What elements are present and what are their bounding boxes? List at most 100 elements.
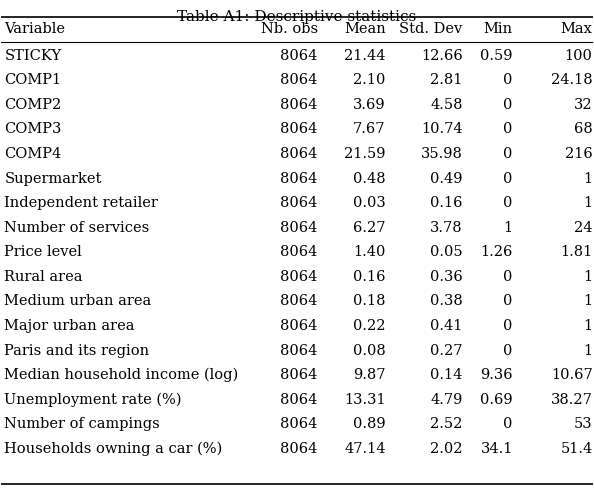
Text: 21.59: 21.59 — [344, 147, 386, 161]
Text: 1: 1 — [583, 196, 593, 210]
Text: 0: 0 — [504, 294, 513, 308]
Text: Variable: Variable — [4, 22, 65, 36]
Text: 8064: 8064 — [280, 294, 318, 308]
Text: 8064: 8064 — [280, 343, 318, 357]
Text: 0.08: 0.08 — [353, 343, 386, 357]
Text: 0: 0 — [504, 147, 513, 161]
Text: 0.27: 0.27 — [430, 343, 463, 357]
Text: Table A1: Descriptive statistics: Table A1: Descriptive statistics — [178, 10, 416, 24]
Text: 0: 0 — [504, 416, 513, 430]
Text: COMP2: COMP2 — [4, 98, 62, 112]
Text: 9.87: 9.87 — [353, 367, 386, 381]
Text: 1.81: 1.81 — [560, 245, 593, 259]
Text: 4.58: 4.58 — [430, 98, 463, 112]
Text: Unemployment rate (%): Unemployment rate (%) — [4, 392, 182, 406]
Text: Medium urban area: Medium urban area — [4, 294, 151, 308]
Text: 0.16: 0.16 — [353, 270, 386, 284]
Text: COMP1: COMP1 — [4, 73, 61, 87]
Text: 0.36: 0.36 — [430, 270, 463, 284]
Text: 8064: 8064 — [280, 147, 318, 161]
Text: COMP4: COMP4 — [4, 147, 62, 161]
Text: 8064: 8064 — [280, 73, 318, 87]
Text: 1.40: 1.40 — [353, 245, 386, 259]
Text: 8064: 8064 — [280, 122, 318, 136]
Text: 8064: 8064 — [280, 49, 318, 63]
Text: 1.26: 1.26 — [481, 245, 513, 259]
Text: 0.89: 0.89 — [353, 416, 386, 430]
Text: 0.18: 0.18 — [353, 294, 386, 308]
Text: Std. Dev: Std. Dev — [399, 22, 463, 36]
Text: Nb. obs: Nb. obs — [261, 22, 318, 36]
Text: 8064: 8064 — [280, 98, 318, 112]
Text: Price level: Price level — [4, 245, 82, 259]
Text: Paris and its region: Paris and its region — [4, 343, 150, 357]
Text: STICKY: STICKY — [4, 49, 62, 63]
Text: 0: 0 — [504, 73, 513, 87]
Text: 0: 0 — [504, 319, 513, 332]
Text: 6.27: 6.27 — [353, 220, 386, 234]
Text: 3.69: 3.69 — [353, 98, 386, 112]
Text: 100: 100 — [565, 49, 593, 63]
Text: 38.27: 38.27 — [551, 392, 593, 406]
Text: 0.03: 0.03 — [353, 196, 386, 210]
Text: 10.74: 10.74 — [421, 122, 463, 136]
Text: Households owning a car (%): Households owning a car (%) — [4, 441, 223, 455]
Text: 10.67: 10.67 — [551, 367, 593, 381]
Text: 0: 0 — [504, 270, 513, 284]
Text: 0.49: 0.49 — [430, 171, 463, 185]
Text: 2.02: 2.02 — [430, 441, 463, 455]
Text: 0.48: 0.48 — [353, 171, 386, 185]
Text: Rural area: Rural area — [4, 270, 83, 284]
Text: 0: 0 — [504, 122, 513, 136]
Text: Max: Max — [561, 22, 593, 36]
Text: 35.98: 35.98 — [421, 147, 463, 161]
Text: 0.59: 0.59 — [481, 49, 513, 63]
Text: 8064: 8064 — [280, 392, 318, 406]
Text: 0.41: 0.41 — [430, 319, 463, 332]
Text: COMP3: COMP3 — [4, 122, 62, 136]
Text: 2.81: 2.81 — [430, 73, 463, 87]
Text: 1: 1 — [583, 270, 593, 284]
Text: 0: 0 — [504, 171, 513, 185]
Text: 21.44: 21.44 — [344, 49, 386, 63]
Text: 13.31: 13.31 — [344, 392, 386, 406]
Text: 9.36: 9.36 — [480, 367, 513, 381]
Text: 0: 0 — [504, 98, 513, 112]
Text: 24: 24 — [574, 220, 593, 234]
Text: 47.14: 47.14 — [344, 441, 386, 455]
Text: 53: 53 — [574, 416, 593, 430]
Text: Min: Min — [484, 22, 513, 36]
Text: 2.10: 2.10 — [353, 73, 386, 87]
Text: 1: 1 — [583, 171, 593, 185]
Text: 0.05: 0.05 — [430, 245, 463, 259]
Text: 1: 1 — [583, 343, 593, 357]
Text: 51.4: 51.4 — [560, 441, 593, 455]
Text: Mean: Mean — [344, 22, 386, 36]
Text: 8064: 8064 — [280, 367, 318, 381]
Text: Independent retailer: Independent retailer — [4, 196, 158, 210]
Text: 0.14: 0.14 — [430, 367, 463, 381]
Text: 0: 0 — [504, 196, 513, 210]
Text: Median household income (log): Median household income (log) — [4, 367, 239, 382]
Text: Number of campings: Number of campings — [4, 416, 160, 430]
Text: 0: 0 — [504, 343, 513, 357]
Text: 4.79: 4.79 — [430, 392, 463, 406]
Text: 0.22: 0.22 — [353, 319, 386, 332]
Text: 8064: 8064 — [280, 171, 318, 185]
Text: 12.66: 12.66 — [421, 49, 463, 63]
Text: 1: 1 — [583, 294, 593, 308]
Text: Supermarket: Supermarket — [4, 171, 102, 185]
Text: 216: 216 — [565, 147, 593, 161]
Text: Major urban area: Major urban area — [4, 319, 135, 332]
Text: Number of services: Number of services — [4, 220, 150, 234]
Text: 8064: 8064 — [280, 245, 318, 259]
Text: 8064: 8064 — [280, 220, 318, 234]
Text: 8064: 8064 — [280, 270, 318, 284]
Text: 8064: 8064 — [280, 196, 318, 210]
Text: 2.52: 2.52 — [430, 416, 463, 430]
Text: 8064: 8064 — [280, 441, 318, 455]
Text: 34.1: 34.1 — [481, 441, 513, 455]
Text: 0.69: 0.69 — [480, 392, 513, 406]
Text: 24.18: 24.18 — [551, 73, 593, 87]
Text: 8064: 8064 — [280, 416, 318, 430]
